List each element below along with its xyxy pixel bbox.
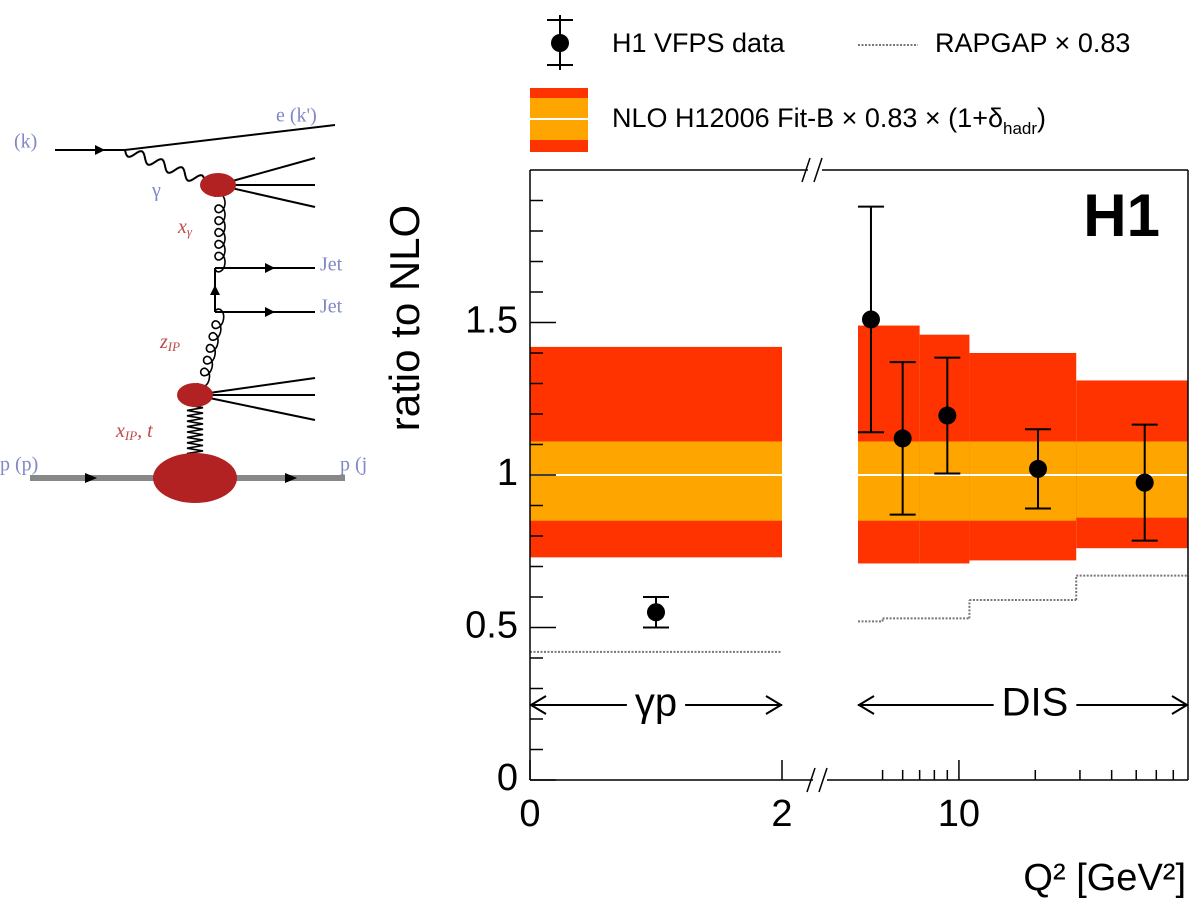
label-sub: IP <box>124 428 137 443</box>
arrow <box>265 263 275 273</box>
chart: 0 2 γp ratio to NLO 0 0.5 1 1.5 H1 VFPS data RAPG… <box>381 15 1189 899</box>
axis-break <box>806 767 816 793</box>
diagram-label: xIP, t <box>115 420 153 443</box>
inner-band <box>919 441 970 521</box>
label-main: z <box>159 331 168 353</box>
legend-marker <box>547 15 573 70</box>
axis-break <box>813 157 823 183</box>
photon <box>124 149 206 183</box>
arrow-head <box>857 695 875 715</box>
legend-label-part: ) <box>1037 103 1046 133</box>
inner-band <box>858 441 920 521</box>
legend-label: H1 VFPS data <box>612 28 786 58</box>
frame-layer: 0 2 γp ratio to NLO 0 0.5 1 1.5 H1 VFPS data RAPG… <box>381 15 1189 899</box>
diagram-label: Jet <box>320 296 343 318</box>
diagram-label: xγ <box>177 216 193 239</box>
legend-label-part: hadr <box>1003 119 1037 138</box>
remnant-line <box>194 377 316 396</box>
label-sub: IP <box>167 339 180 354</box>
legend-label-part: NLO H12006 Fit-B × 0.83 × (1+δ <box>612 103 1003 133</box>
data-point <box>1029 459 1048 478</box>
axis-break <box>801 157 811 183</box>
remnant-line <box>194 394 316 421</box>
arrow <box>210 285 220 295</box>
diagram-label: p (j <box>340 454 367 476</box>
photon-blob <box>200 173 236 197</box>
y-tick-label: 1 <box>497 452 518 494</box>
arrow-head <box>765 695 783 715</box>
inner-band <box>1076 441 1188 518</box>
experiment-label: H1 <box>1083 182 1160 249</box>
gluon <box>214 192 226 273</box>
x-axis-label: Q² [GeV²] <box>1023 857 1186 899</box>
x-tick-label: 0 <box>519 793 540 835</box>
inner-band <box>969 441 1077 521</box>
arrow-head <box>1171 695 1189 715</box>
arrow <box>85 473 97 483</box>
y-tick-label: 0 <box>497 757 518 799</box>
legend-label: RAPGAP × 0.83 <box>935 28 1130 58</box>
region-label: γp <box>635 681 677 725</box>
bands-layer <box>530 325 1188 564</box>
label-main: x <box>115 420 125 442</box>
diagram-label: Jet <box>320 254 343 276</box>
diagram-label: (k) <box>14 131 37 153</box>
label-main: x <box>177 216 187 238</box>
axis-break <box>818 767 828 793</box>
y-tick-label: 0.5 <box>465 605 518 647</box>
legend-label: NLO H12006 Fit-B × 0.83 × (1+δhadr) <box>612 103 1046 138</box>
arrow-head <box>529 695 547 715</box>
diagram-label: e (k') <box>276 105 317 127</box>
label-tail: , t <box>137 420 153 442</box>
label-sub: γ <box>187 224 193 239</box>
points-layer <box>643 205 1158 629</box>
legend-dot <box>551 34 569 52</box>
diagram-label: γ <box>151 180 161 202</box>
x-tick-label: 10 <box>938 793 980 835</box>
data-point <box>861 310 880 329</box>
data-point <box>1135 473 1154 492</box>
data-point <box>938 406 957 425</box>
arrow <box>95 145 105 155</box>
arrow <box>285 473 297 483</box>
data-point <box>893 429 912 448</box>
y-axis-label: ratio to NLO <box>381 205 428 431</box>
inner-band <box>530 441 782 521</box>
region-label: DIS <box>1002 681 1069 725</box>
arrow <box>265 307 275 317</box>
feynman-diagram: (k) e (k') γ Jet Jet p (p) p (j xγ zIP x… <box>0 105 367 503</box>
x-tick-label: 2 <box>771 793 792 835</box>
proton-blob <box>153 453 237 503</box>
electron-out <box>124 124 336 151</box>
diagram-label: zIP <box>159 331 180 354</box>
lines-layer <box>530 574 1188 653</box>
diagram-label: p (p) <box>0 454 38 476</box>
pomeron-blob <box>177 383 213 407</box>
y-tick-label: 1.5 <box>465 300 518 342</box>
gluon <box>197 308 225 389</box>
pomeron <box>186 404 204 460</box>
data-point <box>647 603 665 622</box>
